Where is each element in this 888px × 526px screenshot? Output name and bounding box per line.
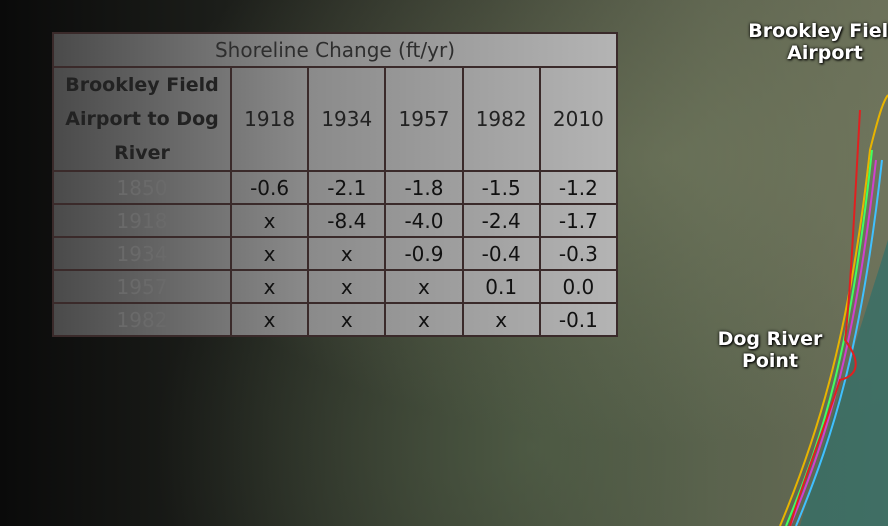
cell: 0.1 xyxy=(461,269,541,304)
cell: x xyxy=(384,302,464,337)
row-label: 1850 xyxy=(52,170,232,205)
map-label: Dog River Point xyxy=(717,328,823,372)
cell: -0.3 xyxy=(538,236,619,271)
cell: x xyxy=(307,236,387,271)
shoreline xyxy=(785,149,873,526)
shoreline xyxy=(779,94,888,526)
cell: -1.5 xyxy=(461,170,541,205)
row-label: 1982 xyxy=(52,302,232,337)
table-row: 1982 x x x x -0.1 xyxy=(52,302,619,337)
cell: x xyxy=(229,269,310,304)
row-label: 1957 xyxy=(52,269,232,304)
cell: x xyxy=(307,269,387,304)
table-row: 1934 x x -0.9 -0.4 -0.3 xyxy=(52,236,619,271)
header-cell: 1957 xyxy=(384,66,464,172)
cell: -2.4 xyxy=(461,203,541,238)
cell: x xyxy=(461,302,541,337)
cell: x xyxy=(229,236,310,271)
shoreline-table: Shoreline Change (ft/yr) Brookley Field A… xyxy=(52,32,619,337)
title-row: Shoreline Change (ft/yr) xyxy=(52,32,618,68)
cell: -0.1 xyxy=(538,302,619,337)
header-cell: 1934 xyxy=(307,66,387,172)
table-title: Shoreline Change (ft/yr) xyxy=(52,32,618,68)
row-label: 1934 xyxy=(52,236,232,271)
row-label: 1918 xyxy=(52,203,232,238)
cell: x xyxy=(229,302,310,337)
table-row: 1918 x -8.4 -4.0 -2.4 -1.7 xyxy=(52,203,619,238)
shoreline xyxy=(795,159,883,526)
shoreline xyxy=(789,109,861,526)
header-cell: 1982 xyxy=(461,66,541,172)
table-row: 1850 -0.6 -2.1 -1.8 -1.5 -1.2 xyxy=(52,170,619,205)
cell: -4.0 xyxy=(384,203,464,238)
cell: -0.9 xyxy=(384,236,464,271)
header-cell: 2010 xyxy=(538,66,619,172)
table-row: 1957 x x x 0.1 0.0 xyxy=(52,269,619,304)
cell: -0.4 xyxy=(461,236,541,271)
cell: 0.0 xyxy=(538,269,619,304)
cell: -1.2 xyxy=(538,170,619,205)
cell: x xyxy=(384,269,464,304)
header-row: Brookley Field Airport to Dog River 1918 1… xyxy=(52,66,619,172)
cell: -0.6 xyxy=(229,170,310,205)
header-cell: Brookley Field Airport to Dog River xyxy=(52,66,232,172)
header-cell: 1918 xyxy=(229,66,310,172)
cell: -1.8 xyxy=(384,170,464,205)
cell: x xyxy=(307,302,387,337)
cell: -1.7 xyxy=(538,203,619,238)
cell: -2.1 xyxy=(307,170,387,205)
cell: x xyxy=(229,203,310,238)
cell: -8.4 xyxy=(307,203,387,238)
map-label: Brookley Field Airport xyxy=(748,20,888,64)
shoreline xyxy=(789,159,877,526)
